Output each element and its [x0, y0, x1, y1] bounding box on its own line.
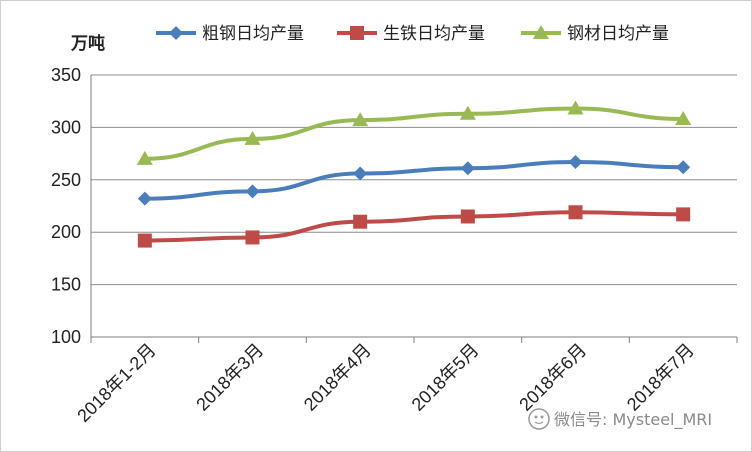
series-line [144, 159, 684, 201]
series-2 [137, 205, 691, 248]
legend-marker [169, 26, 183, 40]
series-line [144, 210, 684, 243]
watermark: 微信号: Mysteel_MRI [528, 408, 712, 430]
legend-item: 粗钢日均产量 [156, 24, 304, 44]
data-point [244, 130, 261, 145]
data-point [676, 160, 691, 175]
legend-item: 生铁日均产量 [337, 24, 485, 44]
data-point [245, 230, 260, 245]
data-point [567, 100, 584, 115]
data-point [352, 112, 369, 127]
wechat-icon [528, 408, 550, 430]
y-axis-label: 万吨 [70, 33, 105, 54]
legend-item: 钢材日均产量 [521, 24, 669, 44]
legend-marker [533, 25, 549, 39]
data-point [353, 166, 368, 181]
data-point [136, 150, 153, 165]
legend: 粗钢日均产量 生铁日均产量 钢材日均产量 [156, 24, 669, 44]
y-tick-label: 350 [51, 65, 81, 85]
y-tick-label: 100 [51, 327, 81, 347]
y-tick-labels: 100 150 200 250 300 350 [51, 65, 81, 347]
data-point [675, 111, 692, 126]
data-point [137, 233, 152, 248]
data-point [460, 161, 475, 176]
data-point [568, 205, 583, 220]
y-tick-label: 250 [51, 170, 81, 190]
legend-marker [350, 26, 364, 40]
data-point [353, 214, 368, 229]
x-tick-label: 2018年6月 [515, 340, 590, 415]
data-point [459, 105, 476, 120]
y-tick-label: 200 [51, 222, 81, 242]
data-point [568, 154, 583, 169]
data-point [245, 184, 260, 199]
series-3 [136, 100, 692, 165]
y-tick-label: 150 [51, 275, 81, 295]
gridlines [91, 74, 737, 286]
data-point [460, 209, 475, 224]
series [136, 100, 692, 248]
legend-label: 钢材日均产量 [567, 24, 669, 44]
data-point [137, 191, 152, 206]
y-tick-label: 300 [51, 117, 81, 137]
x-tick-label: 2018年1-2月 [73, 340, 159, 426]
x-tick-label: 2018年5月 [408, 340, 483, 415]
watermark-text: 微信号: Mysteel_MRI [554, 410, 712, 430]
x-tick-label: 2018年4月 [300, 340, 375, 415]
x-tick-label: 2018年3月 [192, 340, 267, 415]
x-tick-label: 2018年7月 [623, 340, 698, 415]
legend-label: 粗钢日均产量 [202, 24, 304, 44]
series-line [144, 106, 684, 161]
data-point [676, 207, 691, 222]
legend-label: 生铁日均产量 [383, 24, 485, 44]
axes [90, 75, 738, 343]
series-1 [137, 154, 691, 206]
